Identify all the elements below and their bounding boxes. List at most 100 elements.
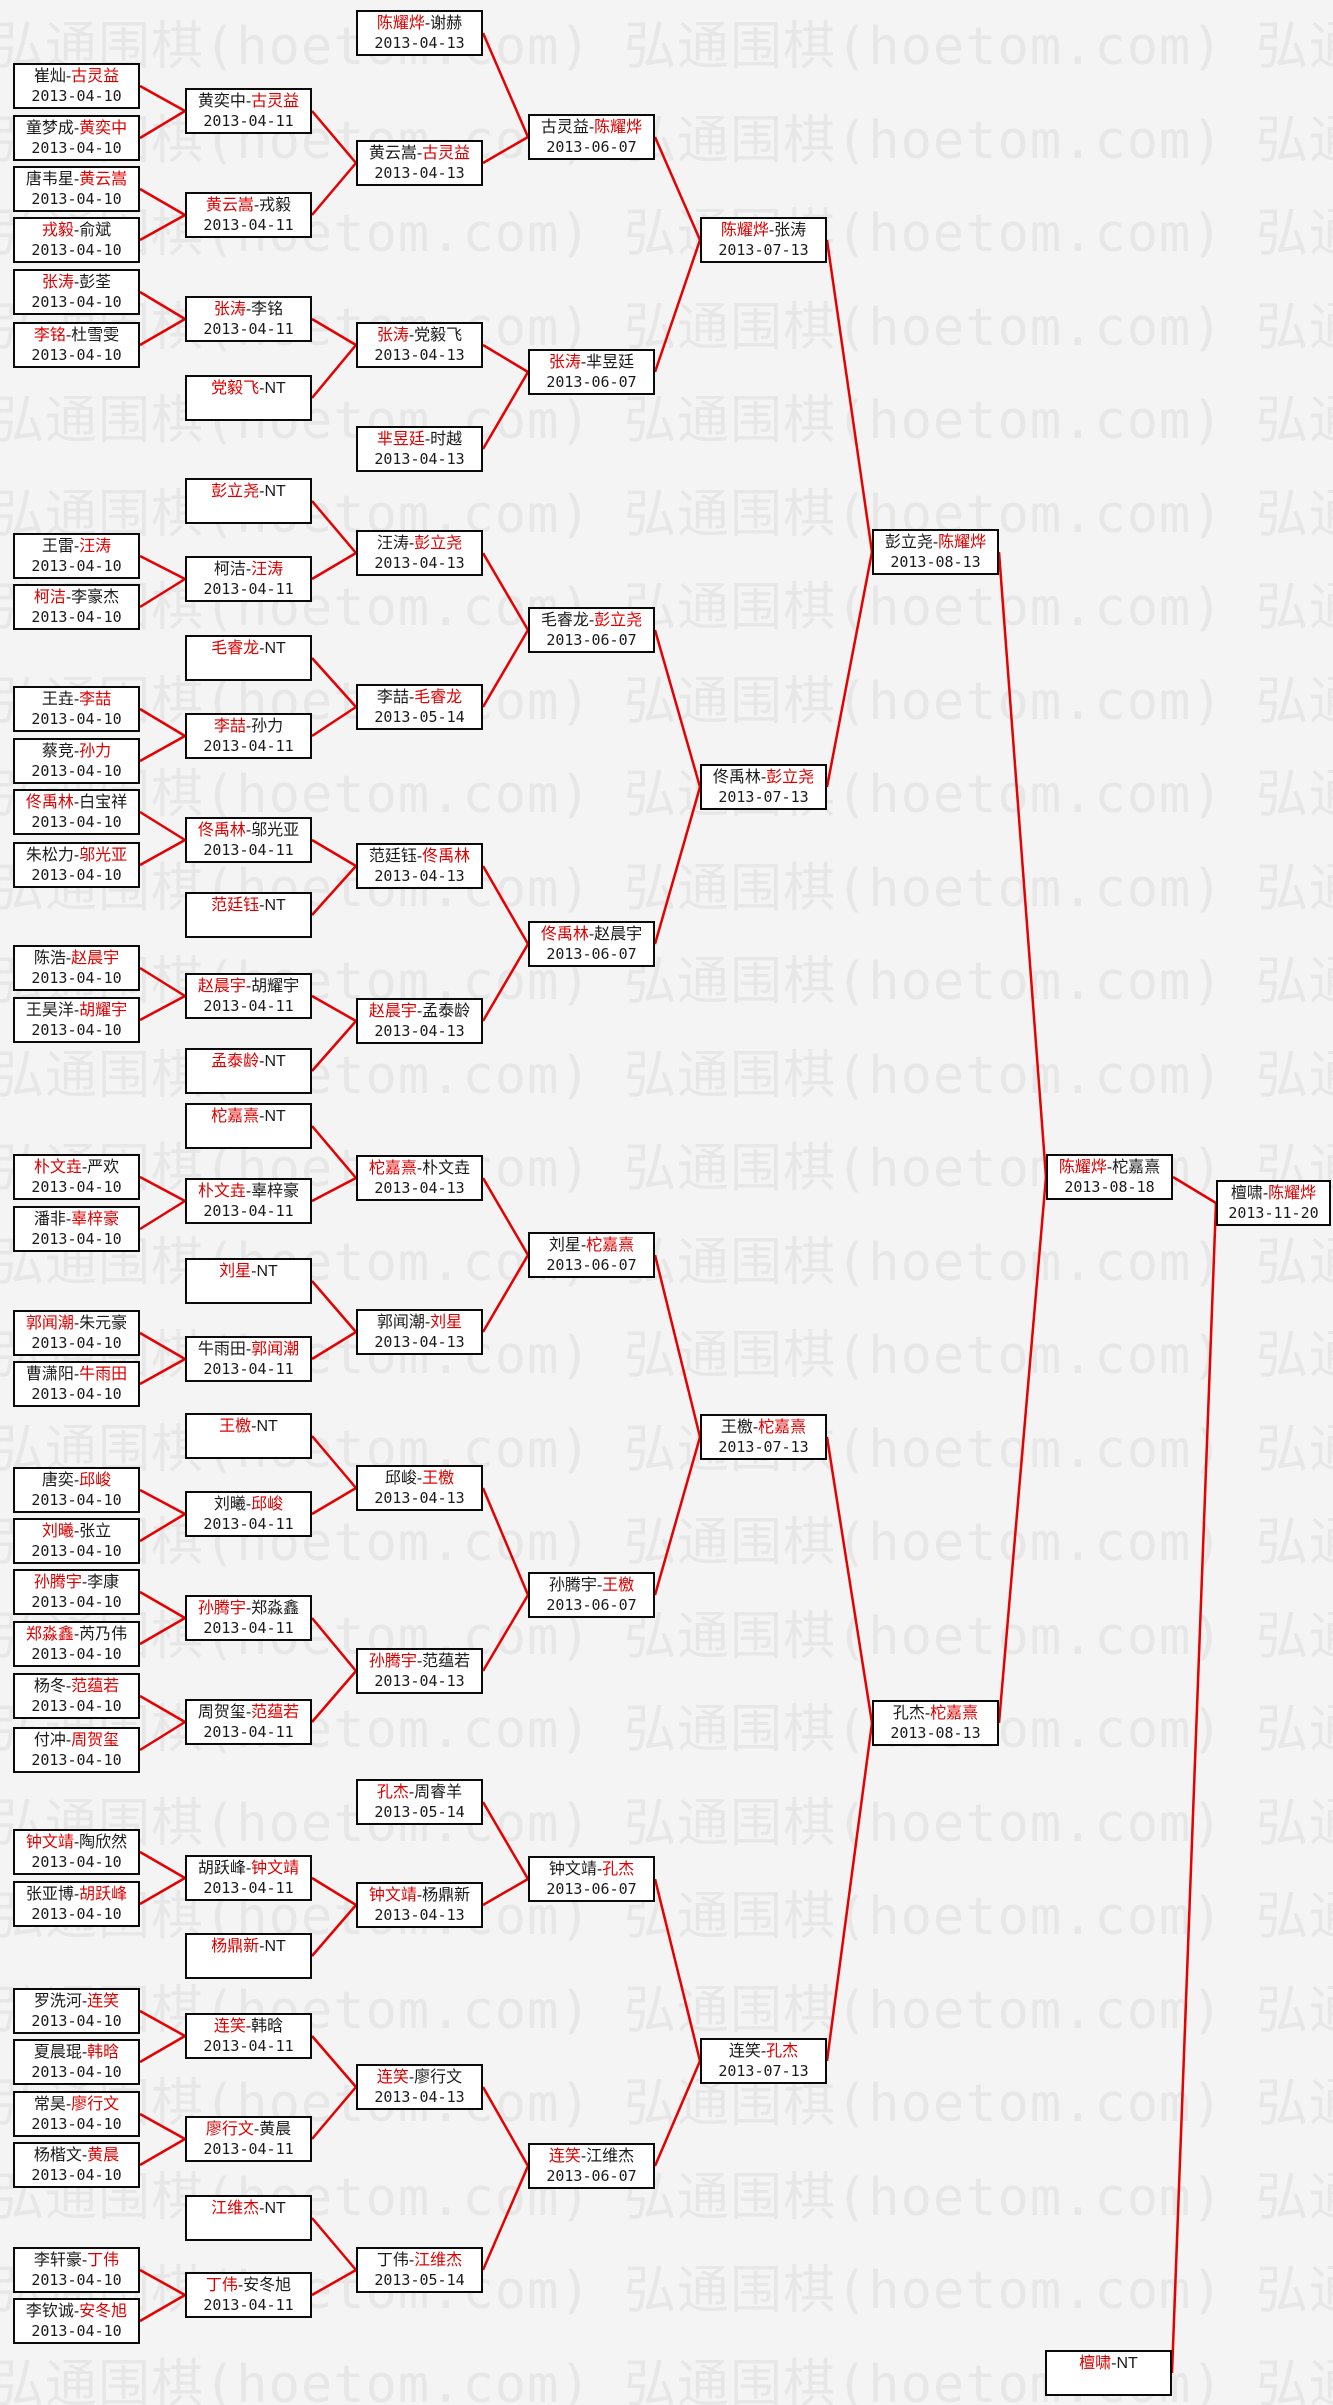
player2-name: 陈耀烨	[1268, 1185, 1317, 1202]
connector-line	[139, 810, 186, 842]
connector-line	[139, 109, 186, 140]
match-date: 2013-04-10	[31, 1697, 122, 1715]
match-box-r2-25: 江维杰-NT	[185, 2195, 312, 2241]
connector-line	[481, 1594, 530, 1672]
match-box-r2-22: 杨鼎新-NT	[185, 1933, 312, 1979]
match-date: 2013-04-13	[374, 1489, 465, 1507]
players-separator: -	[245, 1860, 252, 1877]
player2-name: 黄云嵩	[79, 171, 128, 188]
player2-name: 江维杰	[586, 2148, 635, 2165]
match-players: 曹潇阳-牛雨田	[15, 1363, 138, 1385]
match-box-r2-23: 连笑-韩晗 2013-04-11	[185, 2013, 312, 2059]
player1-name: 付冲	[33, 1732, 66, 1749]
match-players: 陈浩-赵晨宇	[15, 947, 138, 969]
match-players: 汪涛-彭立尧	[358, 532, 481, 554]
match-box-r3-13: 孔杰-周睿羊 2013-05-14	[356, 1779, 483, 1825]
player1-name: 李喆	[376, 689, 409, 706]
match-players: 范廷钰-NT	[187, 894, 310, 916]
match-players: 王檄-NT	[187, 1415, 310, 1437]
match-players: 连笑-江维杰	[530, 2145, 653, 2167]
match-players: 范廷钰-佟禹林	[358, 845, 481, 867]
player2-name: NT	[256, 1263, 278, 1280]
match-players: 杨楷文-黄晨	[15, 2144, 138, 2166]
player1-name: 常昊	[33, 2096, 66, 2113]
match-date: 2013-04-11	[203, 997, 294, 1015]
player2-name: 黄奕中	[79, 120, 128, 137]
connector-line	[825, 1436, 874, 1724]
player2-name: 朱元豪	[79, 1315, 128, 1332]
player1-name: 党毅飞	[211, 380, 260, 397]
match-players: 钟文靖-陶欣然	[15, 1831, 138, 1853]
match-players: 王垚-李喆	[15, 688, 138, 710]
match-date: 2013-04-10	[31, 1751, 122, 1769]
player1-name: 佟禹林	[712, 769, 761, 786]
match-date: 2013-08-13	[890, 1724, 981, 1742]
player1-name: 崔灿	[33, 68, 66, 85]
player1-name: 黄奕中	[197, 93, 246, 110]
players-separator: -	[416, 1003, 423, 1020]
match-players: 胡跃峰-钟文靖	[187, 1857, 310, 1879]
connector-line	[139, 1175, 186, 1203]
connector-line	[653, 2060, 702, 2167]
player2-name: 邱峻	[251, 1496, 284, 1513]
connector-line	[997, 1176, 1048, 1724]
connector-line	[653, 629, 702, 788]
match-players: 刘曦-张立	[15, 1520, 138, 1542]
player2-name: 彭立尧	[414, 535, 463, 552]
match-date: 2013-04-11	[203, 1515, 294, 1533]
connector-line	[825, 239, 874, 553]
connector-line	[481, 629, 530, 708]
connector-line	[997, 551, 1048, 1178]
match-date: 2013-04-10	[31, 710, 122, 728]
player2-name: 陶欣然	[79, 1834, 128, 1851]
match-box-r2-14: 朴文垚-辜梓豪 2013-04-11	[185, 1178, 312, 1224]
players-separator: -	[596, 1861, 603, 1878]
player1-name: 连笑	[376, 2069, 409, 2086]
match-date: 2013-07-13	[718, 788, 809, 806]
players-separator: -	[81, 1993, 88, 2010]
players-separator: -	[259, 483, 265, 500]
connector-line	[139, 2112, 186, 2141]
connector-line	[139, 1850, 186, 1880]
player2-name: NT	[264, 640, 286, 657]
match-date: 2013-06-07	[546, 1256, 637, 1274]
connector-line	[139, 1512, 186, 1543]
match-box-r1-8: 柯洁-李豪杰 2013-04-10	[13, 584, 140, 630]
player2-name: 毛睿龙	[414, 689, 463, 706]
match-date: 2013-04-10	[31, 87, 122, 105]
match-players: 李喆-毛睿龙	[358, 686, 481, 708]
match-box-r1-1: 崔灿-古灵益 2013-04-10	[13, 63, 140, 109]
match-date: 2013-05-14	[374, 708, 465, 726]
players-separator: -	[588, 119, 595, 136]
connector-line	[311, 1904, 357, 1957]
players-separator: -	[245, 1496, 252, 1513]
players-separator: -	[73, 847, 80, 864]
match-players: 刘星-柁嘉熹	[530, 1234, 653, 1256]
player1-name: 唐奕	[41, 1472, 74, 1489]
match-box-r2-20: 周贺玺-范蕴若 2013-04-11	[185, 1699, 312, 1745]
player1-name: 古灵益	[540, 119, 589, 136]
connector-line	[139, 966, 186, 998]
match-box-r2-5: 彭立尧-NT	[185, 478, 312, 524]
match-players: 崔灿-古灵益	[15, 65, 138, 87]
connector-line	[653, 136, 702, 241]
players-separator: -	[73, 1315, 80, 1332]
connector-line	[482, 343, 529, 374]
player2-name: 赵晨宇	[71, 950, 120, 967]
players-separator: -	[73, 1626, 80, 1643]
match-date: 2013-04-13	[374, 1672, 465, 1690]
players-separator: -	[424, 1314, 431, 1331]
players-separator: -	[81, 2252, 88, 2269]
match-box-r4-2: 张涛-芈昱廷 2013-06-07	[528, 349, 655, 395]
match-date: 2013-04-11	[203, 1202, 294, 1220]
match-date: 2013-06-07	[546, 945, 637, 963]
players-separator: -	[408, 327, 415, 344]
player1-name: 汪涛	[376, 535, 409, 552]
player1-name: 朴文垚	[197, 1183, 246, 1200]
match-box-r1-14: 王昊洋-胡耀宇 2013-04-10	[13, 997, 140, 1043]
match-players: 常昊-廖行文	[15, 2093, 138, 2115]
match-players: 李喆-孙力	[187, 715, 310, 737]
player1-name: 芈昱廷	[376, 431, 425, 448]
match-box-r1-31: 李轩豪-丁伟 2013-04-10	[13, 2247, 140, 2293]
player1-name: 刘星	[548, 1237, 581, 1254]
